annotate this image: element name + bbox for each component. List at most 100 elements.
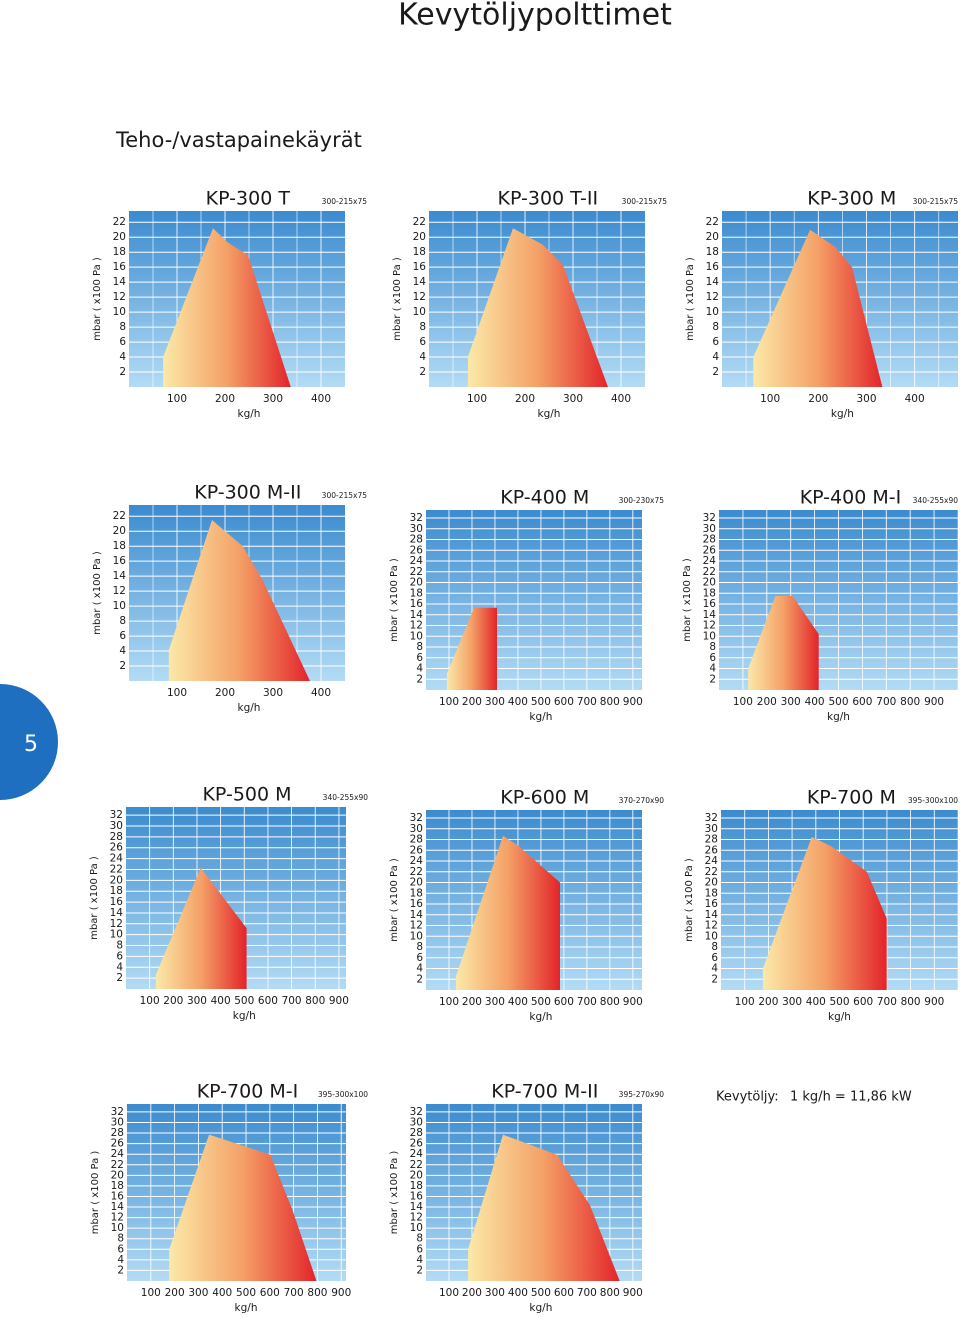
x-axis-label: kg/h <box>529 1302 552 1314</box>
x-tick-label: 100 <box>167 687 187 699</box>
x-tick-label: 900 <box>329 995 349 1007</box>
y-tick-label: 10 <box>706 306 719 318</box>
x-tick-label: 400 <box>211 995 231 1007</box>
x-tick-label: 700 <box>282 995 302 1007</box>
y-tick-label: 2 <box>416 1264 423 1276</box>
x-tick-label: 300 <box>187 995 207 1007</box>
y-tick-label: 14 <box>110 907 124 919</box>
y-tick-label: 22 <box>113 510 126 522</box>
y-tick-label: 32 <box>703 512 716 524</box>
y-tick-label: 26 <box>705 844 719 856</box>
y-tick-label: 14 <box>410 609 424 621</box>
y-tick-label: 4 <box>416 963 423 975</box>
x-tick-label: 300 <box>485 996 505 1008</box>
x-tick-label: 200 <box>215 393 235 405</box>
y-tick-label: 22 <box>113 216 126 228</box>
y-tick-label: 4 <box>711 963 718 975</box>
burner-size: 300-215x75 <box>622 197 668 206</box>
x-tick-label: 200 <box>757 696 777 708</box>
x-tick-label: 100 <box>141 1287 161 1299</box>
y-tick-label: 20 <box>706 231 719 243</box>
note-label: Kevytöljy: <box>716 1090 779 1105</box>
x-tick-label: 400 <box>212 1287 232 1299</box>
working-field <box>169 1134 317 1281</box>
y-tick-label: 10 <box>410 630 423 642</box>
x-tick-label: 500 <box>234 995 254 1007</box>
y-tick-label: 8 <box>416 1233 423 1245</box>
y-tick-label: 4 <box>709 663 716 675</box>
x-tick-label: 400 <box>508 1287 528 1299</box>
y-tick-label: 6 <box>416 1243 423 1255</box>
burner-size: 395-300x100 <box>318 1090 368 1099</box>
y-tick-label: 16 <box>705 898 719 910</box>
y-tick-label: 2 <box>709 673 716 685</box>
y-tick-label: 6 <box>116 950 123 962</box>
chart-title: KP-400 M <box>500 487 589 509</box>
y-axis-label: mbar ( x100 Pa ) <box>92 551 103 635</box>
y-tick-label: 12 <box>410 920 423 932</box>
x-tick-label: 600 <box>852 696 872 708</box>
y-tick-label: 2 <box>416 973 423 985</box>
y-tick-label: 20 <box>113 525 126 537</box>
y-tick-label: 30 <box>410 523 423 535</box>
y-axis-label: mbar ( x100 Pa ) <box>389 558 400 642</box>
y-tick-label: 6 <box>711 952 718 964</box>
x-tick-label: 900 <box>623 696 643 708</box>
y-tick-label: 12 <box>110 918 123 930</box>
y-axis-label: mbar ( x100 Pa ) <box>389 1151 400 1235</box>
x-tick-label: 100 <box>733 696 753 708</box>
y-tick-label: 2 <box>416 673 423 685</box>
burner-size: 370-270x90 <box>619 796 665 805</box>
y-tick-label: 4 <box>117 1254 124 1266</box>
x-tick-label: 500 <box>828 696 848 708</box>
y-tick-label: 18 <box>410 887 423 899</box>
x-tick-label: 700 <box>284 1287 304 1299</box>
x-tick-label: 100 <box>167 393 187 405</box>
x-tick-label: 800 <box>600 996 620 1008</box>
chart-title: KP-700 M-II <box>491 1081 598 1103</box>
x-tick-label: 100 <box>140 995 160 1007</box>
y-tick-label: 24 <box>410 1148 424 1160</box>
y-tick-label: 28 <box>703 534 716 546</box>
y-tick-label: 16 <box>110 896 124 908</box>
y-tick-label: 18 <box>706 246 719 258</box>
x-tick-label: 200 <box>462 996 482 1008</box>
y-tick-label: 18 <box>113 540 126 552</box>
x-axis-label: kg/h <box>529 1011 552 1023</box>
y-tick-label: 22 <box>110 863 123 875</box>
y-tick-label: 16 <box>113 261 127 273</box>
y-tick-label: 20 <box>111 1169 124 1181</box>
y-tick-label: 6 <box>709 652 716 664</box>
x-tick-label: 100 <box>735 996 755 1008</box>
x-tick-label: 900 <box>623 996 643 1008</box>
y-tick-label: 8 <box>419 321 426 333</box>
x-tick-label: 300 <box>485 696 505 708</box>
y-axis-label: mbar ( x100 Pa ) <box>392 257 403 341</box>
x-axis-label: kg/h <box>238 408 261 420</box>
y-axis-label: mbar ( x100 Pa ) <box>682 558 693 642</box>
y-tick-label: 20 <box>413 231 426 243</box>
x-tick-label: 600 <box>554 1287 574 1299</box>
y-tick-label: 20 <box>110 874 123 886</box>
y-tick-label: 26 <box>111 1138 125 1150</box>
x-tick-label: 100 <box>439 996 459 1008</box>
x-tick-label: 200 <box>758 996 778 1008</box>
y-tick-label: 24 <box>705 855 719 867</box>
y-tick-label: 20 <box>113 231 126 243</box>
x-tick-label: 600 <box>260 1287 280 1299</box>
y-tick-label: 20 <box>703 577 716 589</box>
y-tick-label: 10 <box>110 929 123 941</box>
burner-size: 395-300x100 <box>908 796 958 805</box>
chart-title: KP-700 M-I <box>197 1081 299 1103</box>
y-tick-label: 22 <box>703 566 716 578</box>
x-axis-label: kg/h <box>233 1010 256 1022</box>
x-tick-label: 200 <box>808 393 828 405</box>
x-tick-label: 600 <box>554 996 574 1008</box>
y-tick-label: 2 <box>116 972 123 984</box>
y-tick-label: 30 <box>705 823 718 835</box>
y-tick-label: 24 <box>110 853 124 865</box>
y-tick-label: 14 <box>113 276 127 288</box>
y-tick-label: 10 <box>703 630 716 642</box>
y-tick-label: 10 <box>413 306 426 318</box>
x-tick-label: 400 <box>611 393 631 405</box>
